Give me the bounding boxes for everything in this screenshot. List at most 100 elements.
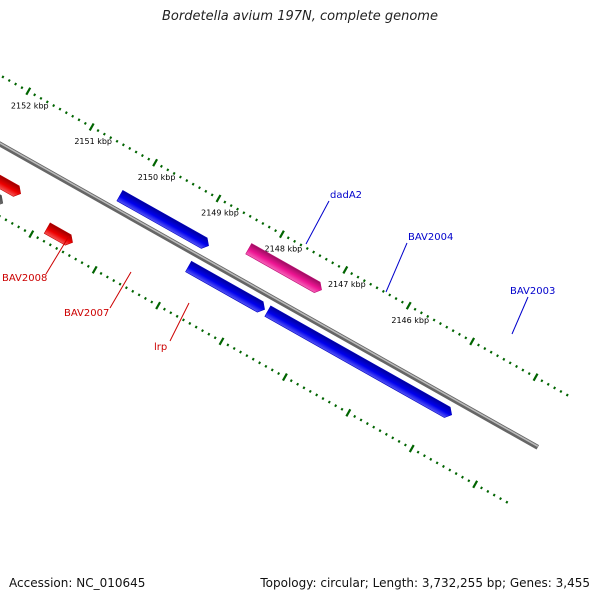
scale-minor-tick: [42, 239, 46, 243]
scale-minor-tick: [67, 254, 71, 258]
scale-minor-tick: [441, 464, 445, 468]
scale-minor-tick: [403, 443, 407, 447]
scale-minor-tick: [293, 239, 297, 243]
scale-minor-tick: [372, 425, 376, 429]
scale-minor-tick: [182, 318, 185, 322]
scale-minor-tick: [432, 318, 436, 322]
scale-minor-tick: [223, 200, 227, 204]
scale-minor-tick: [451, 329, 455, 333]
gene-arrow-g9[interactable]: [185, 260, 265, 313]
scale-minor-tick: [515, 364, 518, 369]
scale-minor-tick: [131, 289, 135, 293]
scale-minor-tick: [112, 279, 116, 283]
scale-minor-tick: [191, 182, 195, 186]
scale-minor-tick: [115, 139, 119, 143]
scale-major-tick: [345, 408, 352, 417]
scale-minor-tick: [118, 282, 122, 286]
gene-leader-line: [45, 235, 70, 275]
scale-minor-tick: [48, 243, 52, 247]
scale-minor-tick: [109, 136, 113, 140]
scale-minor-tick: [496, 354, 499, 358]
scale-minor-tick: [416, 450, 420, 454]
scale-minor-tick: [7, 78, 11, 83]
scale-minor-tick: [23, 228, 27, 233]
scale-minor-tick: [251, 357, 255, 361]
scale-minor-tick: [17, 225, 21, 229]
gene-arrow-bav2004[interactable]: [245, 243, 322, 293]
scale-tick-label: 2148 kbp: [265, 244, 303, 253]
scale-major-tick: [152, 158, 159, 167]
scale-minor-tick: [159, 164, 163, 168]
scale-minor-tick: [438, 322, 442, 326]
genome-backbone: [0, 141, 540, 450]
map-title: Bordetella avium 197N, complete genome: [162, 9, 438, 24]
scale-minor-tick: [169, 311, 173, 315]
genome-summary-text: Topology: circular; Length: 3,732,255 bp…: [260, 576, 590, 590]
scale-tick-label: 2152 kbp: [11, 101, 49, 110]
scale-minor-tick: [302, 386, 306, 390]
scale-minor-tick: [255, 218, 259, 222]
scale-minor-tick: [353, 414, 357, 418]
gene-arrow-bav2007[interactable]: [0, 176, 4, 205]
scale-minor-tick: [264, 364, 268, 368]
scale-minor-tick: [299, 243, 303, 247]
scale-minor-tick: [546, 382, 550, 386]
scale-minor-tick: [350, 271, 354, 276]
scale-minor-tick: [369, 282, 373, 286]
scale-minor-tick: [477, 343, 480, 347]
scale-minor-tick: [204, 189, 208, 193]
scale-minor-tick: [362, 279, 366, 283]
gene-leader-line: [109, 271, 132, 309]
scale-minor-tick: [356, 275, 360, 279]
scale-minor-tick: [454, 472, 458, 476]
gene-leader-line: [385, 242, 408, 293]
scale-major-tick: [408, 444, 415, 453]
scale-minor-tick: [143, 296, 147, 300]
scale-minor-tick: [245, 354, 249, 358]
scale-minor-tick: [261, 221, 265, 226]
scale-minor-tick: [36, 236, 40, 240]
scale-minor-tick: [378, 429, 382, 433]
scale-minor-tick: [55, 246, 59, 250]
scale-minor-tick: [39, 96, 43, 100]
scale-minor-tick: [289, 379, 293, 383]
scale-minor-tick: [134, 150, 138, 154]
scale-minor-tick: [384, 432, 388, 436]
scale-minor-tick: [20, 86, 24, 90]
scale-minor-tick: [213, 336, 217, 340]
scale-minor-tick: [318, 254, 322, 258]
scale-minor-tick: [553, 386, 557, 390]
scale-minor-tick: [489, 350, 493, 354]
scale-minor-tick: [365, 422, 369, 426]
scale-minor-tick: [194, 325, 198, 329]
scale-minor-tick: [128, 146, 132, 150]
scale-minor-tick: [426, 314, 430, 318]
scale-minor-tick: [312, 250, 316, 254]
scale-minor-tick: [521, 368, 525, 372]
scale-minor-tick: [86, 264, 90, 268]
gene-leader-line: [511, 296, 529, 335]
scale-minor-tick: [397, 439, 401, 443]
scale-minor-tick: [58, 107, 62, 111]
scale-minor-tick: [10, 221, 14, 225]
gene-leader-line: [305, 200, 330, 245]
gene-arrow-bav2003[interactable]: [264, 305, 452, 418]
scale-major-tick: [342, 265, 349, 274]
scale-minor-tick: [331, 261, 335, 265]
scale-minor-tick: [559, 389, 563, 394]
scale-major-tick: [155, 301, 162, 310]
scale-minor-tick: [274, 229, 278, 233]
scale-minor-tick: [340, 407, 344, 411]
gene-arrow-dada2[interactable]: [116, 190, 209, 249]
gene-label: dadA2: [330, 190, 362, 201]
scale-major-tick: [28, 230, 35, 239]
scale-minor-tick: [321, 396, 325, 401]
scale-minor-tick: [461, 475, 464, 479]
scale-minor-tick: [226, 343, 230, 347]
scale-minor-tick: [502, 357, 506, 361]
gene-arrow-g4[interactable]: [0, 169, 22, 197]
scale-minor-tick: [80, 261, 84, 265]
gene-arrow-lrp[interactable]: [43, 222, 73, 246]
scale-minor-tick: [83, 121, 87, 125]
scale-minor-tick: [419, 311, 423, 315]
